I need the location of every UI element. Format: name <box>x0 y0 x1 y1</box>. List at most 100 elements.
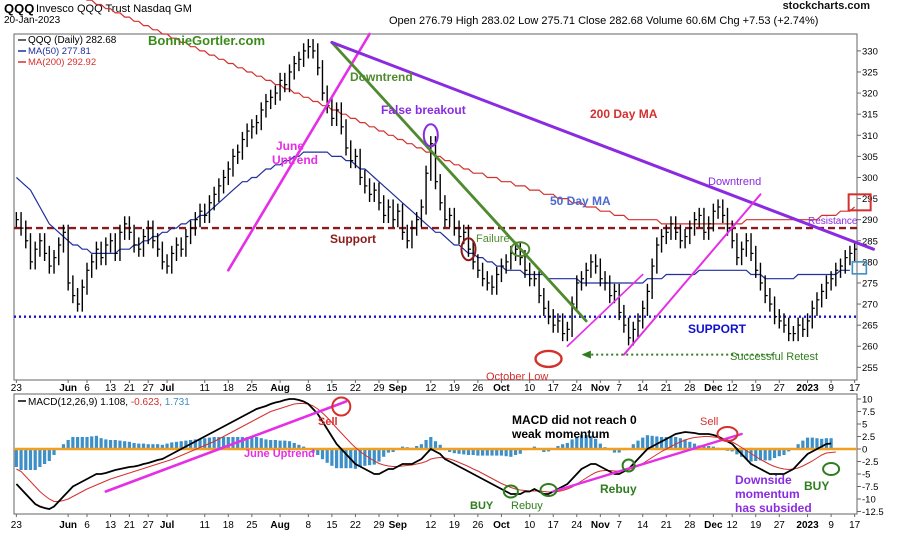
price-y-tick-label: 315 <box>862 110 878 121</box>
price-x-tick-label: 27 <box>143 383 155 394</box>
macd-x-tick-label: Nov <box>591 520 610 531</box>
price-y-tick-label: 255 <box>862 363 878 374</box>
price-x-tick-label: 19 <box>449 383 461 394</box>
macd-x-tick-label: 24 <box>571 520 583 531</box>
macd-histogram-bar <box>326 449 329 463</box>
price-y-tick-label: 260 <box>862 342 878 353</box>
macd-histogram-bar <box>806 438 809 449</box>
price-x-tick-label: 21 <box>124 383 136 394</box>
price-x-tick-label: 22 <box>350 383 362 394</box>
price-x-tick-label: 23 <box>11 383 23 394</box>
macd-x-tick-label: 21 <box>661 520 673 531</box>
price-x-tick-label: Dec <box>704 383 723 394</box>
macd-histogram-bar <box>321 449 324 459</box>
price-y-tick-label: 270 <box>862 300 878 311</box>
price-x-tick-label: 29 <box>373 383 385 394</box>
macd-legend-label: MACD(12,26,9) <box>28 397 100 408</box>
price-x-tick-label: 19 <box>750 383 762 394</box>
author-watermark: BonnieGortler.com <box>148 33 265 48</box>
macd-y-tick-label: 7.5 <box>862 407 875 418</box>
macd-annotation: June Uptrend <box>244 448 315 460</box>
macd-x-tick-label: 12 <box>425 520 437 531</box>
price-y-tick-label: 310 <box>862 131 878 142</box>
macd-annotation: Downside <box>735 473 792 487</box>
macd-histogram-bar <box>100 438 103 449</box>
macd-x-tick-label: Sep <box>389 520 407 531</box>
macd-x-tick-label: 7 <box>616 520 622 531</box>
macd-x-tick-label: 8 <box>306 520 312 531</box>
price-annotation: 50 Day MA <box>550 194 611 208</box>
macd-histogram-bar <box>29 449 32 470</box>
macd-histogram-bar <box>749 449 752 462</box>
macd-x-tick-label: 23 <box>11 520 23 531</box>
price-x-tick-label: 28 <box>684 383 696 394</box>
macd-legend-histogram: 1.731 <box>165 397 190 408</box>
macd-x-tick-label: 12 <box>727 520 739 531</box>
price-x-tick-label: 17 <box>548 383 560 394</box>
macd-histogram-bar <box>340 449 343 468</box>
macd-histogram-bar <box>95 436 98 449</box>
macd-histogram-bar <box>15 449 18 467</box>
price-y-tick-label: 330 <box>862 46 878 57</box>
price-y-tick-label: 305 <box>862 152 878 163</box>
macd-histogram-bar <box>71 437 74 449</box>
macd-x-tick-label: 2023 <box>796 520 819 531</box>
macd-histogram-bar <box>43 449 46 464</box>
macd-histogram-bar <box>764 449 767 460</box>
macd-x-tick-label: 13 <box>105 520 117 531</box>
price-y-tick-label: 275 <box>862 278 878 289</box>
macd-x-tick-label: 17 <box>849 520 861 531</box>
price-x-tick-label: 13 <box>105 383 117 394</box>
macd-annotation: Rebuy <box>511 500 543 512</box>
macd-x-tick-label: 15 <box>326 520 338 531</box>
macd-legend-value: 1.108, <box>100 397 131 408</box>
macd-histogram-bar <box>90 436 93 449</box>
macd-x-tick-label: 22 <box>350 520 362 531</box>
macd-y-tick-label: -5 <box>862 470 870 481</box>
price-x-tick-label: 10 <box>524 383 536 394</box>
annotation-uptrend: Uptrend <box>272 153 318 167</box>
macd-x-tick-label: 25 <box>246 520 258 531</box>
macd-x-tick-label: 6 <box>84 520 90 531</box>
macd-histogram-bar <box>641 438 644 449</box>
annotation-june: June <box>276 139 304 153</box>
macd-x-tick-label: 27 <box>774 520 786 531</box>
price-annotation: 200 Day MA <box>590 107 658 121</box>
macd-x-tick-label: Jun <box>59 520 77 531</box>
macd-histogram-bar <box>48 449 51 461</box>
price-x-tick-label: 17 <box>849 383 861 394</box>
macd-histogram-bar <box>335 449 338 468</box>
price-annotation: Failure <box>476 233 510 245</box>
macd-y-tick-label: 0 <box>862 445 867 456</box>
macd-annotation: momentum <box>735 487 800 501</box>
macd-x-tick-label: 26 <box>472 520 484 531</box>
macd-histogram-bar <box>34 449 37 470</box>
price-x-tick-label: 11 <box>200 383 211 394</box>
price-y-tick-label: 265 <box>862 321 878 332</box>
price-x-tick-label: 9 <box>828 383 834 394</box>
price-x-tick-label: 14 <box>637 383 649 394</box>
price-x-tick-label: Nov <box>591 383 610 394</box>
macd-x-tick-label: 18 <box>223 520 235 531</box>
macd-annotation: MACD did not reach 0 <box>512 413 637 427</box>
price-x-tick-label: 21 <box>661 383 673 394</box>
macd-histogram-bar <box>373 449 376 465</box>
macd-x-tick-label: 10 <box>524 520 536 531</box>
macd-histogram-bar <box>38 449 41 467</box>
price-x-tick-label: 12 <box>727 383 739 394</box>
macd-histogram-bar <box>85 437 88 449</box>
legend-price: QQQ (Daily) 282.68 <box>28 35 117 46</box>
macd-histogram-bar <box>773 449 776 458</box>
price-x-tick-label: Oct <box>493 383 510 394</box>
macd-x-tick-label: Dec <box>704 520 723 531</box>
macd-x-tick-label: 11 <box>200 520 211 531</box>
price-x-tick-label: 24 <box>571 383 583 394</box>
macd-histogram-bar <box>109 440 112 449</box>
macd-x-tick-label: 28 <box>684 520 696 531</box>
price-annotation: False breakout <box>381 103 466 117</box>
price-y-tick-label: 290 <box>862 215 878 226</box>
macd-y-tick-label: 10 <box>862 395 873 406</box>
macd-histogram-bar <box>24 449 27 470</box>
price-y-tick-label: 300 <box>862 173 878 184</box>
